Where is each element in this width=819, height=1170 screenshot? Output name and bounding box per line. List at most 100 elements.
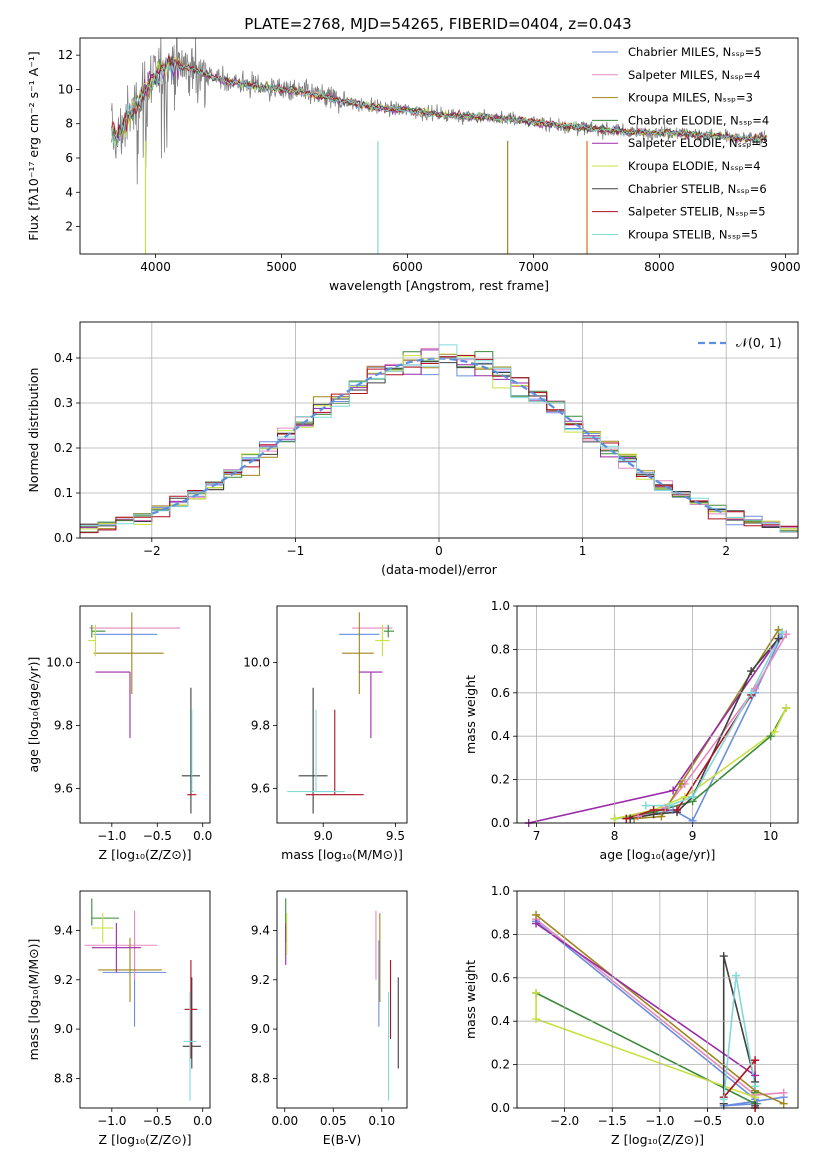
legend-entry: Salpeter MILES, Nₛₛₚ=4 (628, 68, 761, 82)
x-axis-label: Z [log₁₀(Z/Z⊙)] (99, 847, 192, 862)
weight-marker-5 (782, 703, 791, 712)
y-tick-label: 1.0 (491, 884, 510, 898)
legend-entry: Kroupa MILES, Nₛₛₚ=3 (628, 91, 753, 105)
x-tick-label: 7 (533, 829, 541, 843)
y-tick-label: 0.6 (491, 971, 510, 985)
weight-marker-5 (680, 792, 689, 801)
weight-marker-7 (622, 814, 631, 823)
x-tick-label: 9000 (770, 260, 801, 274)
weight-marker-1 (751, 684, 760, 693)
weight-line-4 (535, 922, 756, 1077)
weight-marker-5 (532, 1015, 541, 1024)
y-tick-label: 0.8 (491, 642, 510, 656)
legend-entry: Chabrier ELODIE, Nₛₛₚ=4 (628, 113, 769, 127)
x-tick-label: −0.5 (143, 1114, 172, 1128)
x-tick-label: 9 (689, 829, 697, 843)
y-axis-label: Normed distribution (26, 368, 41, 493)
weight-marker-8 (719, 1095, 728, 1104)
y-axis-label: age [log₁₀(age/yr)] (26, 657, 41, 773)
y-tick-label: 10.0 (46, 656, 73, 670)
x-tick-label: 0 (435, 544, 443, 558)
y-tick-label: 12 (58, 48, 73, 62)
y-tick-label: 6 (65, 151, 73, 165)
y-tick-label: 2 (65, 220, 73, 234)
x-tick-label: 8 (611, 829, 619, 843)
y-tick-label: 1.0 (491, 599, 510, 613)
x-tick-label: −1.0 (97, 829, 126, 843)
plot-area (287, 612, 394, 814)
axes-frame (516, 890, 799, 1109)
x-axis-label: mass [log₁₀(M/M⊙)] (281, 847, 403, 862)
x-tick-label: 1 (579, 544, 587, 558)
y-tick-label: 0.8 (491, 927, 510, 941)
y-axis-label: Flux [fλ10⁻¹⁷ erg cm⁻² s⁻¹ A⁻¹] (26, 51, 41, 240)
weight-marker-8 (688, 792, 697, 801)
weight-line-5 (535, 993, 756, 1098)
legend-entry: Kroupa STELIB, Nₛₛₚ=5 (628, 227, 758, 241)
x-tick-label: −0.5 (693, 1114, 722, 1128)
weight-marker-6 (747, 667, 756, 676)
legend-entry: Salpeter STELIB, Nₛₛₚ=5 (628, 205, 766, 219)
x-tick-label: −1.5 (598, 1114, 627, 1128)
axes-frame (79, 37, 799, 255)
axes-frame (79, 890, 211, 1109)
weight-line-8 (722, 975, 756, 1100)
y-axis-label: mass weight (463, 675, 478, 754)
x-tick-label: 0.00 (271, 1114, 298, 1128)
legend-entry: Kroupa ELODIE, Nₛₛₚ=4 (628, 159, 761, 173)
weight-vs-metallicity-panel: −2.0 −1.5 −1.0 −0.5 0.0 0.0 0.2 0.4 0.6 0.8 1.0 Z [… (463, 884, 799, 1147)
plot-area (111, 38, 767, 254)
legend-entry: Chabrier MILES, Nₛₛₚ=5 (628, 45, 762, 59)
x-tick-label: −1.0 (645, 1114, 674, 1128)
y-axis-label: mass weight (463, 960, 478, 1039)
y-tick-label: 0.4 (491, 729, 510, 743)
y-tick-label: 9.2 (54, 973, 73, 987)
y-tick-label: 0.2 (491, 773, 510, 787)
y-tick-label: 9.8 (54, 719, 73, 733)
y-tick-label: 10 (58, 82, 73, 96)
weight-marker-6 (719, 952, 728, 961)
y-axis-label: mass [log₁₀(M/M⊙)] (26, 939, 41, 1061)
y-tick-label: 9.0 (251, 1022, 270, 1036)
weight-marker-2 (657, 812, 666, 821)
weight-marker-6 (774, 634, 783, 643)
figure-title: PLATE=2768, MJD=54265, FIBERID=0404, z=0… (244, 15, 631, 33)
x-axis-label: (data-model)/error (381, 562, 498, 577)
x-axis-label: Z [log₁₀(Z/Z⊙)] (611, 1132, 704, 1147)
residuals-panel: −2 −1 0 1 2 0.0 0.1 0.2 0.3 0.4 (data-model)/error… (26, 321, 799, 577)
x-tick-label: 7000 (518, 260, 549, 274)
weight-marker-5 (532, 988, 541, 997)
axes-frame (79, 605, 211, 824)
age-vs-metallicity-panel: −1.0 −0.5 0.0 9.6 9.8 10.0 Z [log₁₀(Z/Z⊙)] age … (26, 605, 212, 862)
weight-marker-7 (751, 1056, 760, 1065)
x-tick-label: 0.10 (368, 1114, 395, 1128)
axes-frame (79, 321, 799, 539)
x-axis-label: E(B-V) (323, 1132, 362, 1147)
x-tick-label: −2.0 (550, 1114, 579, 1128)
x-axis-label: Z [log₁₀(Z/Z⊙)] (99, 1132, 192, 1147)
y-tick-label: 0.3 (54, 396, 73, 410)
y-tick-label: 8.8 (54, 1071, 73, 1085)
y-tick-label: 9.4 (54, 923, 73, 937)
axes-frame (276, 605, 408, 824)
y-tick-label: 8 (65, 117, 73, 131)
spectrum-panel: 4000 5000 6000 7000 8000 9000 2 4 6 8 10 12 waveleng… (26, 37, 801, 293)
plot-area (285, 898, 399, 1101)
weight-marker-8 (747, 688, 756, 697)
x-tick-label: 0.0 (193, 1114, 212, 1128)
legend-entry: Chabrier STELIB, Nₛₛₚ=6 (628, 182, 767, 196)
y-tick-label: 0.4 (491, 1014, 510, 1028)
x-tick-label: 5000 (266, 260, 297, 274)
y-tick-label: 0.1 (54, 486, 73, 500)
x-tick-label: 6000 (392, 260, 423, 274)
x-axis-label: wavelength [Angstrom, rest frame] (329, 278, 549, 293)
y-tick-label: 9.8 (251, 719, 270, 733)
y-tick-label: 0.0 (54, 531, 73, 545)
x-tick-label: −0.5 (143, 829, 172, 843)
weight-marker-1 (779, 1088, 788, 1097)
model-spectrum-8 (111, 56, 767, 147)
plot-area (84, 898, 201, 1101)
plot-area (528, 629, 788, 823)
y-tick-label: 9.6 (54, 781, 73, 795)
weight-marker-4 (532, 919, 541, 928)
